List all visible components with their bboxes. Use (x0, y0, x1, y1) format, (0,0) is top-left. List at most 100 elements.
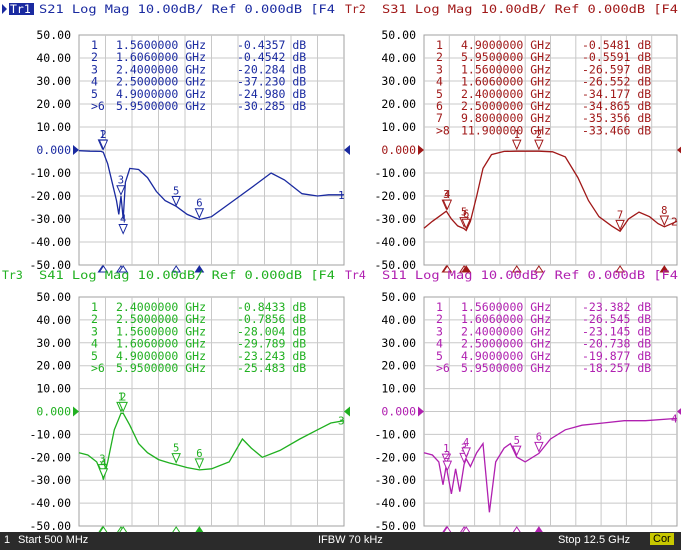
marker-label: 3 (99, 454, 105, 466)
marker-value: -35.356 dB (582, 111, 651, 125)
y-tick-label: -20.00 (374, 450, 416, 464)
y-tick-label: -10.00 (374, 427, 416, 441)
marker-value: -23.145 dB (582, 324, 651, 338)
marker-num: 4 (91, 337, 98, 351)
marker-label: 3 (443, 189, 449, 201)
trace-end-label: 2 (671, 215, 678, 228)
marker-value: -23.382 dB (582, 300, 651, 314)
marker-value: -24.980 dB (237, 87, 306, 101)
status-start-freq[interactable]: Start 500 MHz (18, 534, 89, 546)
y-tick-label: 40.00 (381, 51, 416, 65)
marker-value: -26.597 dB (582, 62, 651, 76)
marker-freq: 2.4000000 GHz (461, 87, 551, 101)
marker-triangle-icon (171, 453, 181, 464)
y-tick-label: -20.00 (29, 450, 71, 464)
vna-trace-grid: Tr1 S21 Log Mag 10.00dB/ Ref 0.000dB [F4 5… (2, 2, 681, 534)
marker-value: -33.466 dB (582, 123, 651, 137)
marker-freq: 2.5000000 GHz (116, 75, 206, 89)
marker-label: 4 (100, 458, 106, 470)
marker-triangle-icon (194, 208, 205, 219)
marker-label: 5 (173, 443, 179, 455)
status-ifbw[interactable]: IFBW 70 kHz (318, 534, 383, 546)
marker-num: 7 (436, 111, 443, 125)
y-tick-label: -20.00 (374, 189, 416, 203)
y-tick-label: -30.00 (374, 473, 416, 487)
y-tick-label: 30.00 (36, 74, 71, 88)
y-tick-label: 20.00 (36, 359, 71, 373)
status-channel[interactable]: 1 (4, 534, 11, 546)
marker-value: -0.7856 dB (237, 312, 306, 326)
y-tick-label: 50.00 (381, 28, 416, 42)
y-tick-label: 10.00 (36, 120, 71, 134)
trace-title-Tr3: S41 Log Mag 10.00dB/ Ref 0.000dB [F4 (39, 268, 335, 282)
status-correction-badge[interactable]: Cor (650, 533, 674, 545)
marker-label: 6 (463, 208, 469, 220)
marker-freq: 2.5000000 GHz (461, 337, 551, 351)
marker-num: 1 (91, 300, 98, 314)
y-tick-label: 0.000 (381, 405, 416, 419)
marker-label: 7 (617, 209, 623, 221)
stimulus-marker-icon (98, 265, 109, 273)
marker-label: 4 (120, 214, 126, 226)
marker-freq: 9.8000000 GHz (461, 111, 551, 125)
trace-id-Tr4: Tr4 (345, 268, 366, 282)
marker-label: 2 (536, 129, 542, 141)
y-tick-label: -10.00 (29, 166, 71, 180)
stimulus-marker-icon (194, 265, 205, 273)
trace-title-Tr1: S21 Log Mag 10.00dB/ Ref 0.000dB [F4 (39, 2, 335, 16)
marker-triangle-icon (461, 447, 471, 459)
status-stop-freq[interactable]: Stop 12.5 GHz (558, 534, 631, 546)
marker-label: 6 (196, 448, 202, 460)
y-tick-label: -10.00 (374, 166, 416, 180)
marker-value: -0.4542 dB (237, 50, 306, 64)
marker-value: -25.483 dB (237, 361, 306, 375)
trace-id-highlight (9, 3, 34, 15)
marker-num: 1 (436, 300, 443, 314)
y-tick-label: -10.00 (29, 427, 71, 441)
marker-triangle-icon (534, 139, 544, 151)
marker-num: >6 (91, 99, 105, 113)
marker-label: 1 (514, 129, 520, 141)
marker-num: 2 (436, 50, 443, 64)
y-tick-label: 50.00 (381, 290, 416, 304)
marker-value: -26.545 dB (582, 312, 651, 326)
marker-freq: 2.5000000 GHz (116, 312, 206, 326)
y-tick-label: -50.00 (374, 258, 416, 272)
marker-triangle-icon (615, 219, 625, 231)
marker-value: -19.877 dB (582, 349, 651, 363)
stimulus-marker-icon (533, 265, 544, 273)
marker-triangle-icon (98, 139, 109, 151)
stimulus-marker-icon (615, 265, 626, 273)
y-tick-label: 30.00 (381, 74, 416, 88)
marker-value: -37.230 dB (237, 75, 306, 89)
y-tick-label: 20.00 (36, 97, 71, 111)
marker-value: -0.8433 dB (237, 300, 306, 314)
y-tick-label: -30.00 (374, 212, 416, 226)
marker-freq: 1.6060000 GHz (461, 312, 551, 326)
marker-freq: 1.5600000 GHz (116, 38, 206, 52)
marker-label: 3 (118, 175, 124, 187)
stimulus-marker-icon (171, 265, 182, 273)
trace-id-Tr2: Tr2 (345, 2, 366, 16)
marker-value: -0.5481 dB (582, 38, 651, 52)
y-tick-label: 20.00 (381, 359, 416, 373)
marker-num: 3 (91, 62, 98, 76)
marker-freq: 5.9500000 GHz (461, 50, 551, 64)
marker-value: -34.865 dB (582, 99, 651, 113)
marker-label: 5 (514, 435, 520, 447)
active-trace-arrow-icon (2, 4, 7, 14)
y-tick-label: -50.00 (29, 519, 71, 532)
marker-num: 4 (91, 75, 98, 89)
y-tick-label: 40.00 (36, 313, 71, 327)
marker-num: >6 (91, 361, 105, 375)
marker-num: 2 (91, 312, 98, 326)
y-tick-label: 0.000 (381, 143, 416, 157)
trace-title-Tr2: S31 Log Mag 10.00dB/ Ref 0.000dB [F4 (382, 2, 678, 16)
status-bar: 1 Start 500 MHz IFBW 70 kHz Stop 12.5 GH… (0, 532, 681, 550)
marker-triangle-icon (118, 401, 128, 413)
marker-freq: 4.9000000 GHz (116, 87, 206, 101)
marker-num: 5 (436, 349, 443, 363)
marker-label: 6 (536, 431, 542, 443)
trace-id-Tr1: Tr1 (10, 2, 31, 16)
trace-curve-Tr2 (423, 150, 678, 233)
